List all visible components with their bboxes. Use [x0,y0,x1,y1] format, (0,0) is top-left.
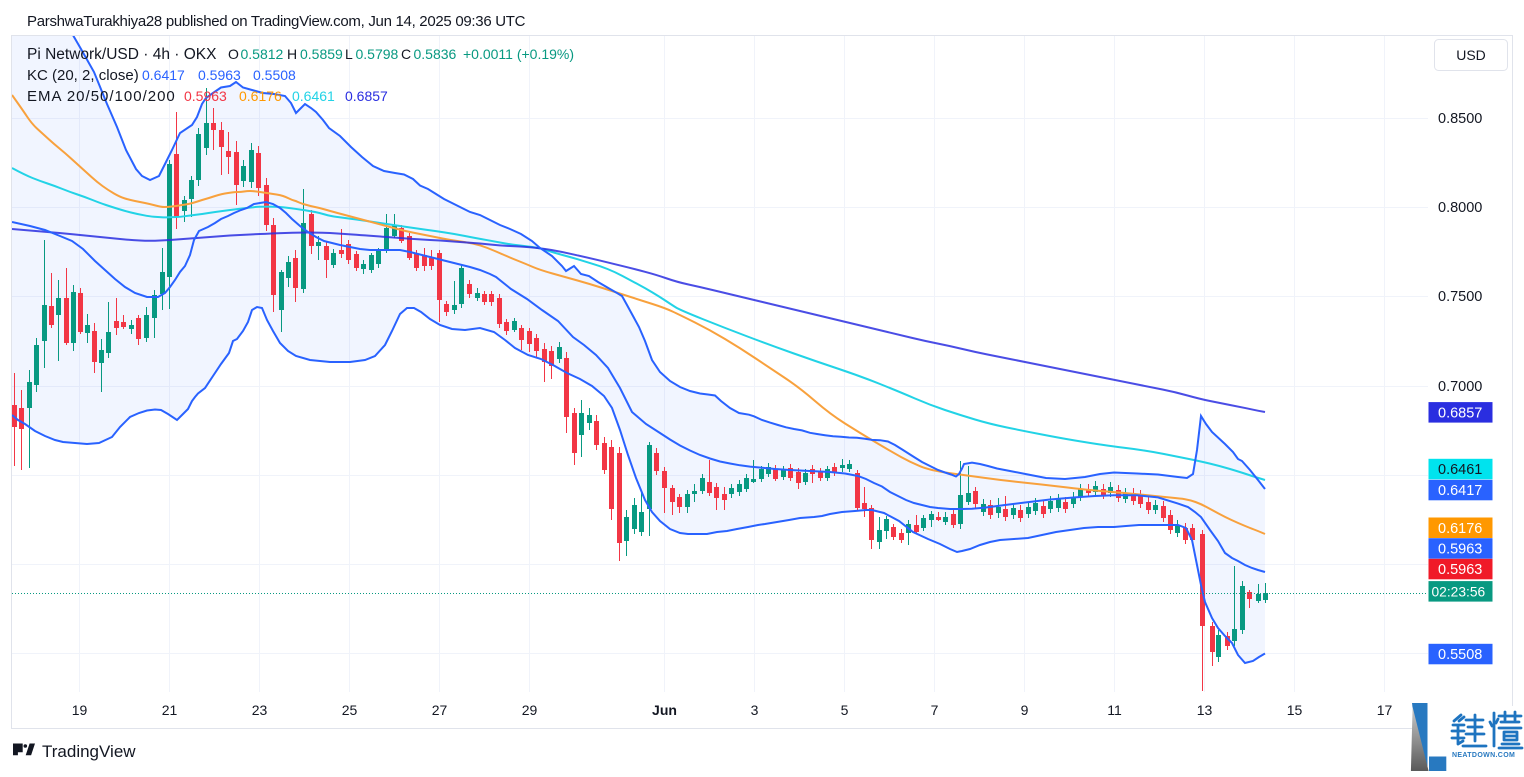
svg-text:9: 9 [1021,702,1029,718]
svg-text:7: 7 [931,702,939,718]
svg-text:0.6461: 0.6461 [1438,462,1482,478]
svg-text:15: 15 [1287,702,1303,718]
svg-text:02:23:56: 02:23:56 [1432,584,1486,599]
svg-text:0.7500: 0.7500 [1438,289,1482,305]
svg-text:EMA 20/50/100/200: EMA 20/50/100/200 [27,88,176,105]
svg-text:ParshwaTurakhiya28 published o: ParshwaTurakhiya28 published on TradingV… [27,13,526,30]
svg-text:5: 5 [841,702,849,718]
svg-text:Jun: Jun [652,702,677,718]
svg-text:0.5963: 0.5963 [1438,542,1482,558]
svg-text:25: 25 [342,702,358,718]
svg-text:KC (20, 2, close): KC (20, 2, close) [27,67,139,84]
svg-text:TradingView: TradingView [42,742,136,761]
svg-text:USD: USD [1456,47,1486,63]
svg-text:0.5963: 0.5963 [1438,562,1482,578]
svg-text:11: 11 [1107,702,1122,718]
svg-text:27: 27 [432,702,448,718]
svg-text:0.5508: 0.5508 [1438,647,1482,663]
svg-text:0.8000: 0.8000 [1438,200,1482,216]
svg-text:0.7000: 0.7000 [1438,379,1482,395]
svg-text:0.6176: 0.6176 [1438,521,1482,537]
svg-text:17: 17 [1377,702,1393,718]
svg-text:Pi Network/USD · 4h · OKX: Pi Network/USD · 4h · OKX [27,46,217,63]
svg-text:29: 29 [522,702,538,718]
svg-text:NEATDOWN.COM: NEATDOWN.COM [1452,752,1515,759]
svg-text:19: 19 [72,702,88,718]
svg-text:0.6857: 0.6857 [1438,405,1482,421]
svg-text:21: 21 [162,702,178,718]
svg-text:23: 23 [252,702,268,718]
svg-text:0.8500: 0.8500 [1438,111,1482,127]
svg-text:3: 3 [751,702,759,718]
svg-text:13: 13 [1197,702,1213,718]
svg-text:0.6417: 0.6417 [1438,483,1482,499]
